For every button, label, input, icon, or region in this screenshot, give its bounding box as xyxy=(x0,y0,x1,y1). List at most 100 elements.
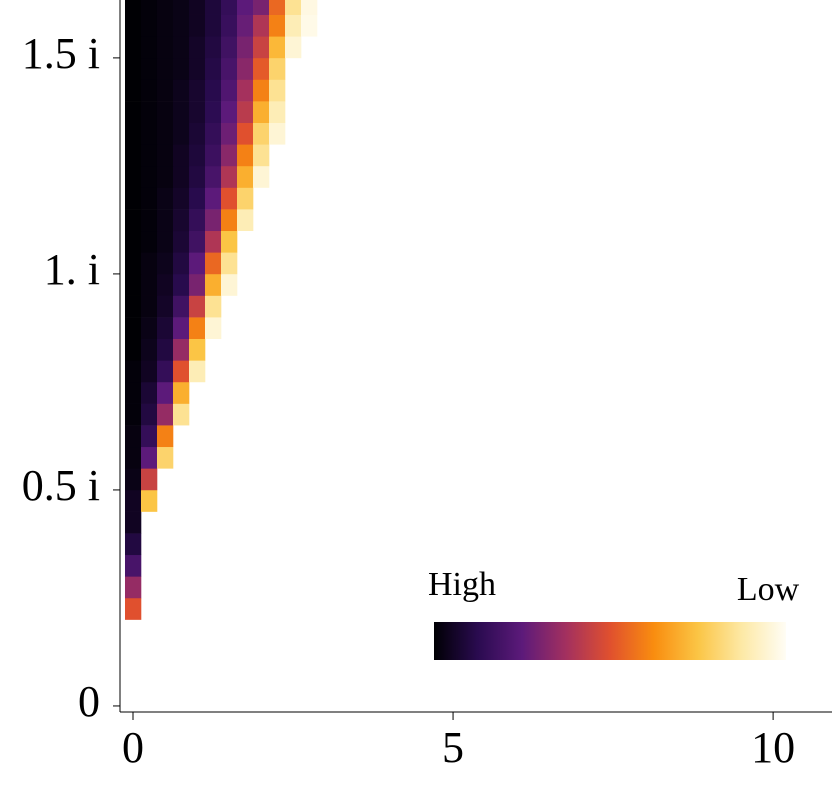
heatmap-cell xyxy=(156,122,174,145)
heatmap-cell xyxy=(253,36,270,59)
heatmap-cell xyxy=(173,230,190,253)
heatmap-cell xyxy=(124,122,142,145)
heatmap-cell xyxy=(156,295,174,318)
heatmap-cell xyxy=(140,425,158,448)
heatmap-cell xyxy=(156,36,174,59)
heatmap-cell xyxy=(140,317,158,340)
heatmap-cell xyxy=(285,0,302,15)
heatmap-cell xyxy=(124,338,142,361)
heatmap-cell xyxy=(189,295,206,318)
heatmap-cell xyxy=(205,101,222,123)
heatmap-cell xyxy=(140,295,158,318)
heatmap-cell xyxy=(189,57,206,80)
heatmap-cell xyxy=(140,36,158,59)
heatmap-cell xyxy=(124,554,142,577)
heatmap-cell xyxy=(237,144,254,167)
heatmap-cell xyxy=(221,252,238,275)
heatmap-cell xyxy=(173,165,190,188)
heatmap-cell xyxy=(237,187,254,210)
heatmap-cell xyxy=(253,144,270,167)
heatmap-cell xyxy=(140,403,158,426)
heatmap-cell xyxy=(253,122,270,145)
heatmap-cell xyxy=(189,0,206,15)
heatmap-cell xyxy=(205,122,222,145)
heatmap-cell xyxy=(205,36,222,59)
heatmap-cell xyxy=(124,273,142,296)
heatmap-cell xyxy=(124,295,142,318)
heatmap-cell xyxy=(140,381,158,404)
heatmap-cell xyxy=(156,446,174,469)
heatmap-cell xyxy=(140,14,158,37)
heatmap-cell xyxy=(221,57,238,80)
heatmap-cell xyxy=(269,0,286,15)
heatmap-cell xyxy=(140,209,158,232)
heatmap-cell xyxy=(124,533,142,556)
heatmap-cell xyxy=(205,230,222,253)
heatmap-cell xyxy=(301,0,318,15)
heatmap-cell xyxy=(205,0,222,15)
heatmap-cell xyxy=(189,273,206,296)
heatmap-cell xyxy=(156,360,174,383)
heatmap-cell xyxy=(237,209,254,232)
heatmap-cell xyxy=(156,338,174,361)
colorbar xyxy=(434,622,786,660)
x-tick-label: 10 xyxy=(751,723,795,772)
heatmap-cell xyxy=(173,101,190,123)
heatmap-cell xyxy=(140,230,158,253)
heatmap-cell xyxy=(237,57,254,80)
heatmap-cell xyxy=(124,187,142,210)
heatmap-cell xyxy=(269,57,286,80)
heatmap-cell xyxy=(173,403,190,426)
heatmap-cell xyxy=(205,317,222,340)
heatmap-cell xyxy=(173,187,190,210)
heatmap-cell xyxy=(269,101,286,123)
heatmap-cell xyxy=(124,403,142,426)
heatmap-cell xyxy=(124,576,142,599)
x-tick-label: 5 xyxy=(442,723,464,772)
heatmap-cell xyxy=(156,230,174,253)
heatmap-cell xyxy=(253,14,270,37)
heatmap-cell xyxy=(221,144,238,167)
heatmap-cell xyxy=(205,144,222,167)
heatmap-cell xyxy=(189,317,206,340)
heatmap-cell xyxy=(205,14,222,37)
y-tick-label: 0 xyxy=(78,677,100,726)
heatmap-cell xyxy=(269,79,286,102)
heatmap-cell xyxy=(124,230,142,253)
heatmap-cell xyxy=(189,122,206,145)
heatmap-cell xyxy=(124,425,142,448)
heatmap-cell xyxy=(173,338,190,361)
heatmap-cell xyxy=(173,0,190,15)
heatmap-cell xyxy=(189,252,206,275)
heatmap-cell xyxy=(140,252,158,275)
heatmap-cell xyxy=(140,489,158,512)
heatmap-cell xyxy=(205,295,222,318)
heatmap-cell xyxy=(156,14,174,37)
heatmap-cell xyxy=(269,14,286,37)
heatmap-cell xyxy=(156,381,174,404)
heatmap-cell xyxy=(221,0,238,15)
heatmap-cell xyxy=(124,209,142,232)
heatmap-cell xyxy=(124,446,142,469)
heatmap-cell xyxy=(189,14,206,37)
heatmap-cell xyxy=(156,144,174,167)
heatmap-cell xyxy=(189,187,206,210)
heatmap-cell xyxy=(221,79,238,102)
heatmap-cell xyxy=(285,36,302,59)
heatmap-cell xyxy=(140,57,158,80)
heatmap-cell xyxy=(140,122,158,145)
colorbar-low-label: Low xyxy=(737,571,800,608)
heatmap-cell xyxy=(189,165,206,188)
heatmap-cell xyxy=(253,57,270,80)
heatmap-cell xyxy=(189,36,206,59)
heatmap-cells xyxy=(124,0,318,620)
y-tick-label: 1. i xyxy=(44,245,100,294)
heatmap-cell xyxy=(140,187,158,210)
heatmap-cell xyxy=(253,165,270,188)
heatmap-cell xyxy=(156,403,174,426)
heatmap-cell xyxy=(124,511,142,534)
heatmap-cell xyxy=(140,165,158,188)
y-tick-label: 1.5 i xyxy=(22,29,100,78)
heatmap-cell xyxy=(156,79,174,102)
